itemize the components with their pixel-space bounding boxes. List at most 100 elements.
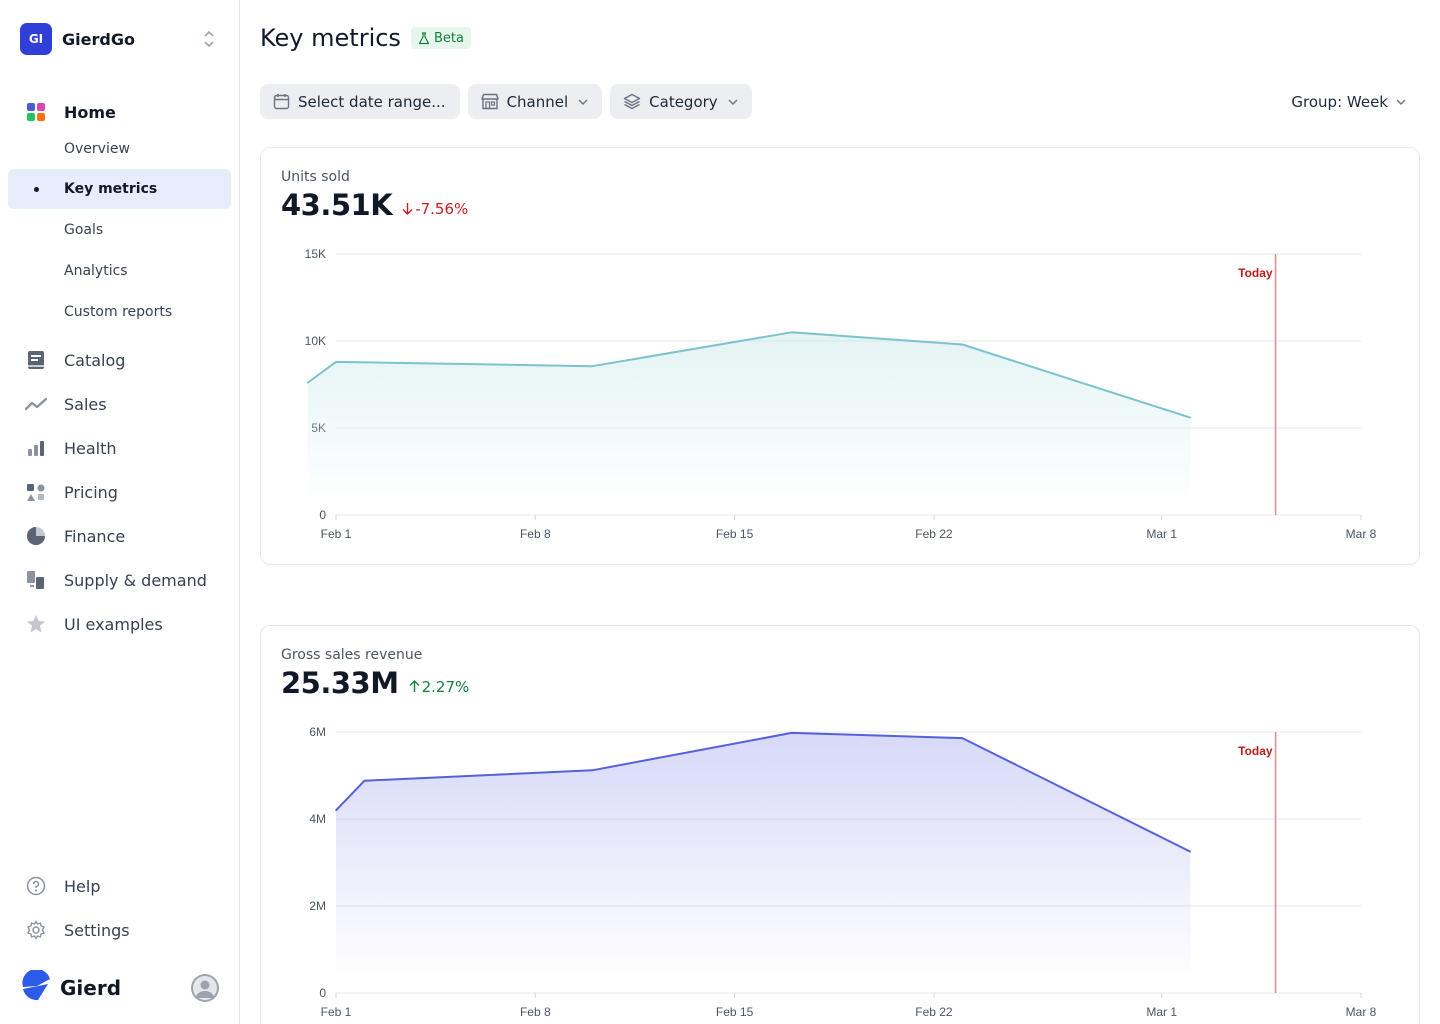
x-tick-label: Feb 15 (716, 527, 754, 541)
metric-delta: -7.56% (402, 200, 468, 218)
metric-delta: 2.27% (409, 677, 470, 696)
nav-item-label: Catalog (64, 350, 126, 370)
nav-item-catalog[interactable]: Catalog (0, 338, 239, 382)
secondary-nav: Help Settings (0, 864, 239, 952)
org-badge: GI (20, 23, 52, 55)
series-area (336, 732, 1191, 973)
y-tick-label: 10K (305, 334, 326, 348)
category-dropdown[interactable]: Category (610, 84, 752, 119)
y-tick-label: 0 (319, 986, 326, 1000)
series-line (335, 731, 1191, 853)
nav-item-label: Finance (64, 526, 126, 546)
nav-item-ui-examples[interactable]: UI examples (0, 602, 239, 646)
filter-bar: Select date range... Channel Category (260, 84, 752, 119)
gierd-logo-icon (20, 968, 52, 1006)
nav-item-supply-demand[interactable]: Supply & demand (0, 558, 239, 602)
subnav-custom-reports[interactable]: Custom reports (64, 303, 173, 320)
x-tick-label: Mar 8 (1346, 527, 1377, 541)
shapes-icon (24, 480, 48, 504)
metric-label: Gross sales revenue (281, 647, 423, 663)
store-icon (480, 93, 499, 110)
transfer-icon (24, 568, 48, 592)
subnav-key-metrics[interactable]: Key metrics (8, 169, 231, 209)
nav-item-label: Home (64, 102, 116, 122)
page-header: Key metrics Beta (260, 24, 471, 52)
beta-badge: Beta (410, 27, 471, 49)
date-range-button[interactable]: Select date range... (260, 84, 460, 119)
bar-chart-icon (24, 436, 48, 460)
chevron-up-down-icon[interactable] (199, 27, 219, 51)
today-label: Today (1238, 744, 1273, 758)
nav-item-health[interactable]: Health (0, 426, 239, 470)
nav-item-finance[interactable]: Finance (0, 514, 239, 558)
group-by-dropdown[interactable]: Group: Week (1291, 84, 1406, 119)
x-tick-label: Feb 8 (520, 527, 551, 541)
data-point (591, 769, 594, 772)
help-icon (24, 874, 48, 898)
channel-label: Channel (506, 92, 569, 111)
data-point (363, 779, 366, 782)
gear-icon (24, 918, 48, 942)
y-tick-label: 2M (309, 899, 326, 913)
avatar[interactable] (191, 974, 219, 1002)
data-point (335, 361, 337, 363)
x-tick-label: Feb 8 (520, 1005, 551, 1019)
data-point (961, 737, 964, 739)
category-label: Category (649, 92, 718, 111)
chevron-down-icon (578, 99, 588, 105)
x-tick-label: Mar 1 (1146, 527, 1177, 541)
subnav-overview[interactable]: Overview (64, 140, 130, 157)
nav-item-pricing[interactable]: Pricing (0, 470, 239, 514)
data-point (1189, 416, 1191, 419)
book-icon (24, 348, 48, 372)
x-tick-label: Feb 15 (716, 1005, 754, 1019)
nav-item-settings[interactable]: Settings (0, 908, 239, 952)
y-tick-label: 4M (309, 812, 326, 826)
metric-row: 43.51K -7.56% (281, 188, 468, 222)
metric-row: 25.33M 2.27% (281, 666, 469, 700)
nav-item-label: UI examples (64, 614, 163, 634)
sidebar-footer: Gierd (20, 968, 219, 1006)
home-subnav: Overview Key metrics Goals Analytics Cus… (0, 128, 239, 332)
gross-sales-revenue-chart: 0 2M 4M 6M Feb 1 Feb 8 Feb 15 Feb 22 Mar 1 Mar 8 T… (309, 725, 1376, 1019)
nav-item-label: Health (64, 438, 117, 458)
brand-name: Gierd (60, 976, 122, 1000)
chevron-down-icon (728, 99, 738, 105)
grid-icon (24, 100, 48, 124)
nav-item-help[interactable]: Help (0, 864, 239, 908)
layers-icon (623, 93, 641, 110)
nav-item-label: Pricing (64, 482, 118, 502)
pie-chart-icon (24, 524, 48, 548)
data-point (790, 331, 793, 334)
metric-value: 43.51K (281, 188, 393, 222)
y-tick-label: 0 (319, 508, 326, 522)
x-tick-label: Feb 1 (321, 527, 352, 541)
flask-icon (418, 31, 430, 44)
x-tick-label: Mar 1 (1146, 1005, 1177, 1019)
nav-item-label: Settings (64, 920, 130, 940)
subnav-analytics[interactable]: Analytics (64, 262, 128, 279)
y-tick-label: 6M (309, 725, 326, 739)
arrow-down-icon (402, 203, 413, 215)
subnav-goals[interactable]: Goals (64, 221, 104, 238)
sidebar: GI GierdGo Home Overview (0, 0, 240, 1024)
org-name: GierdGo (62, 29, 135, 49)
data-point (961, 343, 964, 346)
org-switcher[interactable]: GI GierdGo (20, 23, 219, 55)
x-tick-label: Feb 1 (321, 1005, 352, 1019)
calendar-icon (273, 94, 290, 110)
gross-sales-revenue-card: 0 2M 4M 6M Feb 1 Feb 8 Feb 15 Feb 22 Mar 1 Mar 8 T… (260, 625, 1420, 1024)
metric-delta-value: 2.27% (421, 677, 470, 696)
page-title: Key metrics (260, 24, 401, 52)
metric-label: Units sold (281, 169, 350, 185)
nav-item-home[interactable]: Home (0, 96, 239, 128)
nav-item-sales[interactable]: Sales (0, 382, 239, 426)
today-label: Today (1238, 266, 1273, 280)
nav-item-label: Help (64, 876, 101, 896)
trend-line-icon (24, 392, 48, 416)
beta-label: Beta (433, 30, 464, 46)
x-tick-label: Feb 22 (915, 527, 953, 541)
channel-dropdown[interactable]: Channel (467, 84, 603, 119)
